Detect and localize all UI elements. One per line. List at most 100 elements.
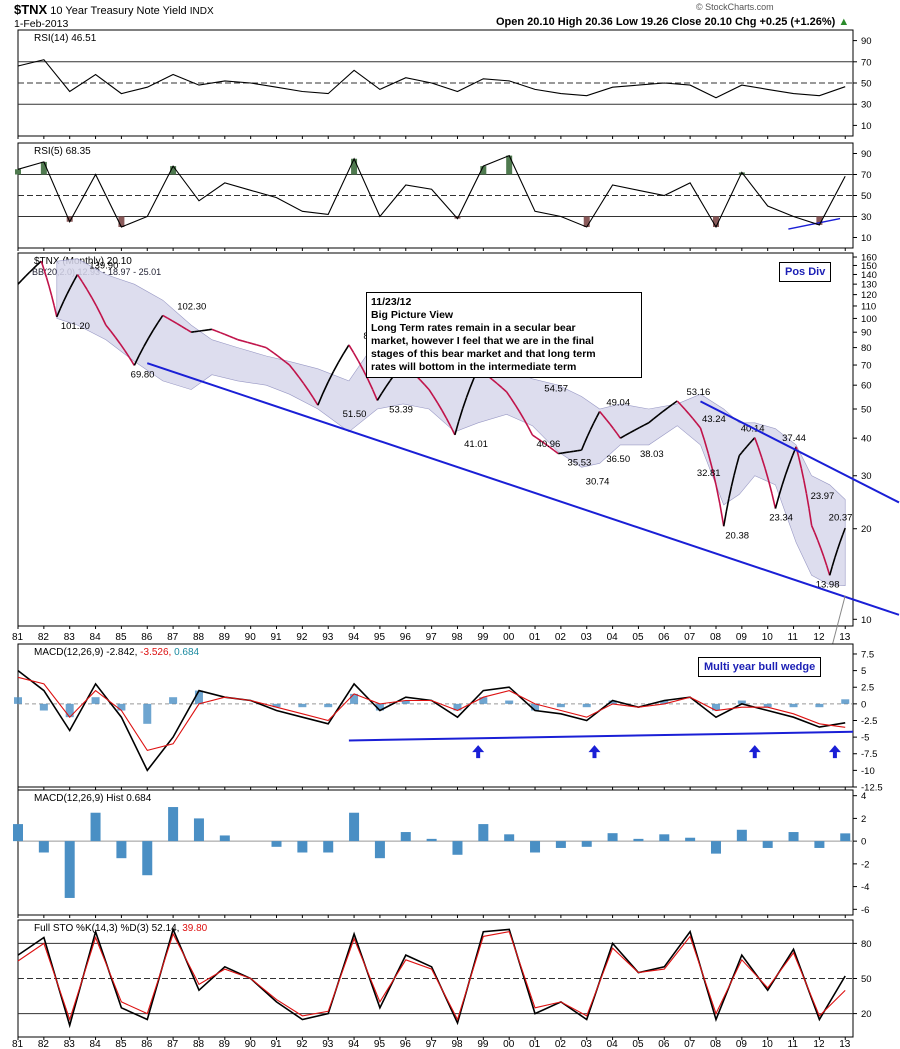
price-segment [76, 274, 83, 283]
y-tick-label: 60 [861, 381, 872, 392]
x-axis-label: 03 [581, 1039, 593, 1049]
x-axis-label: 81 [12, 1039, 24, 1049]
price-segment [592, 416, 598, 424]
price-segment [501, 387, 508, 393]
x-axis-label: 96 [400, 632, 412, 643]
x-axis-label: 10 [762, 632, 774, 643]
macd-hist-bar [91, 697, 100, 704]
x-axis-label: 00 [503, 1039, 515, 1049]
x-axis-label: 09 [736, 632, 748, 643]
price-segment [699, 427, 706, 441]
price-segment [114, 336, 121, 345]
oversold-fill [66, 216, 73, 222]
macd-hist-bar [401, 700, 410, 704]
price-label: 38.03 [640, 449, 664, 460]
pos-div-trendline [788, 217, 841, 230]
price-segment [66, 286, 72, 295]
note-line: rates will bottom in the intermediate te… [371, 361, 577, 373]
price-segment [810, 525, 816, 533]
hist-bar [193, 818, 204, 842]
x-axis-label: 89 [219, 632, 231, 643]
price-segment [496, 382, 503, 389]
price-segment [105, 324, 112, 332]
macd-hist-bar [117, 703, 126, 711]
price-segment [424, 384, 430, 391]
macd-hist-bar [711, 703, 720, 711]
x-axis-label: 92 [296, 1039, 308, 1049]
price-segment [69, 280, 75, 288]
oversold-fill [712, 216, 719, 227]
panel-label: MACD(12,26,9) Hist 0.684 [34, 793, 152, 804]
macd-hist-bar [350, 693, 359, 704]
price-label: 35.53 [568, 458, 592, 469]
price-segment [577, 449, 582, 452]
security-name: 10 Year Treasury Note Yield [50, 5, 187, 17]
hist-bar [400, 832, 411, 842]
price-segment [100, 314, 107, 326]
macd-hist-bar [531, 703, 540, 711]
price-segment [53, 305, 58, 318]
x-axis-label: 11 [788, 1039, 799, 1049]
price-segment [17, 279, 23, 285]
price-segment [337, 352, 345, 363]
y-tick-label: -6 [861, 905, 869, 916]
y-tick-label: 100 [861, 314, 877, 325]
price-label: 37.44 [782, 433, 806, 444]
price-segment [774, 495, 780, 509]
price-segment [81, 281, 88, 290]
price-label: 40.14 [741, 424, 765, 435]
x-axis-label: 04 [607, 1039, 619, 1049]
price-segment [599, 411, 604, 417]
price-label: 36.50 [606, 454, 630, 465]
price-label: 53.16 [686, 387, 710, 398]
bull-wedge-callout: Multi year bull wedge [698, 657, 822, 677]
price-segment [605, 419, 611, 425]
hist-bar [788, 832, 799, 842]
price-segment [303, 383, 310, 391]
macd-hist-bar [39, 703, 48, 711]
x-axis-label: 82 [38, 632, 50, 643]
price-segment [138, 346, 145, 357]
panel-label: Full STO %K(14,3) %D(3) 52.14, 39.80 [34, 923, 208, 934]
hist-bar [685, 837, 696, 842]
x-axis-label: 94 [348, 1039, 360, 1049]
price-segment [167, 317, 173, 322]
price-segment [157, 315, 164, 324]
price-segment [228, 335, 234, 339]
y-tick-label: 5 [861, 666, 866, 677]
hist-bar [762, 841, 773, 848]
y-tick-label: 70 [861, 57, 872, 68]
y-tick-label: 120 [861, 290, 877, 301]
hist-bar [581, 841, 592, 847]
price-segment [805, 493, 810, 509]
x-axis-label: 97 [426, 1039, 438, 1049]
price-segment [298, 376, 305, 385]
price-segment [147, 329, 154, 339]
hist-bar [13, 824, 23, 842]
price-segment [722, 511, 728, 527]
price-segment [43, 268, 48, 278]
price-label: 54.57 [544, 384, 568, 395]
y-tick-label: 30 [861, 471, 872, 482]
y-tick-label: 2.5 [861, 683, 874, 694]
y-tick-label: 160 [861, 253, 877, 264]
price-segment [322, 381, 329, 394]
price-segment [50, 295, 55, 306]
price-segment [307, 389, 314, 398]
macd-hist-bar [298, 703, 307, 708]
price-segment [73, 274, 79, 282]
price-segment [357, 360, 364, 371]
price-segment [819, 547, 825, 557]
price-segment [273, 352, 279, 357]
overbought-fill [351, 158, 358, 175]
label-value: 52.14, [152, 923, 183, 934]
price-segment [514, 404, 521, 413]
x-axis-label: 98 [451, 632, 463, 643]
x-axis-label: 02 [555, 632, 567, 643]
price-segment [648, 418, 655, 424]
price-segment [265, 346, 271, 351]
price-segment [143, 337, 150, 347]
price-segment [124, 350, 131, 359]
price-label: 20.37 [829, 512, 853, 523]
x-axis-label: 06 [658, 1039, 670, 1049]
